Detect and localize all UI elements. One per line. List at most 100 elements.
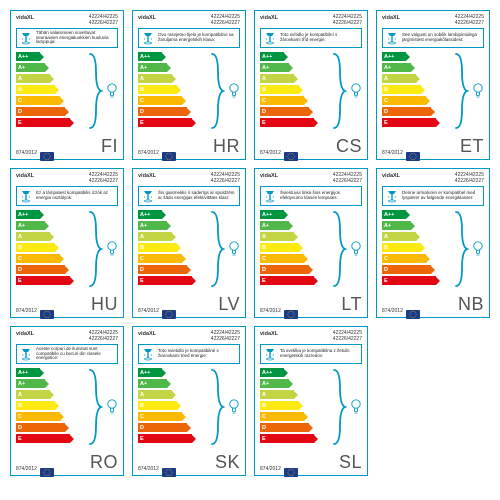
country-code: LT bbox=[341, 294, 362, 315]
rating-bar: B bbox=[260, 401, 328, 410]
rating-bar: D bbox=[138, 423, 206, 432]
rating-bar: A+ bbox=[16, 221, 84, 230]
regulation-number: 874/2012 bbox=[260, 150, 281, 156]
rating-bar: B bbox=[16, 243, 84, 252]
rating-label: D bbox=[260, 265, 309, 274]
regulation-number: 874/2012 bbox=[16, 308, 37, 314]
lamp-icon bbox=[141, 189, 155, 203]
regulation-number: 874/2012 bbox=[138, 466, 159, 472]
rating-label: C bbox=[260, 96, 304, 105]
rating-bar: E bbox=[138, 434, 206, 443]
brand: vidaXL bbox=[138, 173, 156, 179]
lamp-icon bbox=[263, 31, 277, 45]
rating-label: A bbox=[382, 74, 416, 83]
product-codes: 42224/4222542226/42227 bbox=[333, 173, 362, 184]
bulb-icon bbox=[228, 210, 240, 288]
product-codes: 42224/4222542226/42227 bbox=[211, 15, 240, 26]
rating-label: A++ bbox=[382, 210, 406, 219]
rating-label: A++ bbox=[16, 368, 40, 377]
rating-label: A++ bbox=[138, 52, 162, 61]
energy-label-card-ro: vidaXL 42224/4222542226/42227 Aceste cor… bbox=[10, 326, 124, 476]
lamp-icon bbox=[263, 347, 277, 361]
rating-label: D bbox=[16, 107, 65, 116]
product-codes: 42224/4222542226/42227 bbox=[333, 331, 362, 342]
rating-label: B bbox=[16, 85, 55, 94]
ratings-row: A++ A+ A B C D E bbox=[260, 210, 362, 288]
rating-bar: A++ bbox=[382, 210, 450, 219]
rating-label: C bbox=[382, 96, 426, 105]
lamp-icon bbox=[385, 31, 399, 45]
rating-label: A+ bbox=[260, 63, 289, 72]
energy-label-card-sl: vidaXL 42224/4222542226/42227 Ta svetilk… bbox=[254, 326, 368, 476]
rating-label: A+ bbox=[16, 63, 45, 72]
rating-bar: A++ bbox=[260, 52, 328, 61]
rating-bar: B bbox=[138, 85, 206, 94]
topbar: vidaXL 42224/4222542226/42227 bbox=[382, 15, 484, 26]
rating-bar: A+ bbox=[260, 63, 328, 72]
energy-label-card-hu: vidaXL 42224/4222542226/42227 Ez a lámpa… bbox=[10, 168, 124, 318]
rating-bar: D bbox=[16, 265, 84, 274]
rating-bar: B bbox=[138, 243, 206, 252]
rating-label: A++ bbox=[260, 368, 284, 377]
desc-box: Ez a lámpatest kompatibilis izzók az ene… bbox=[16, 186, 118, 206]
brand: vidaXL bbox=[382, 15, 400, 21]
rating-bar: C bbox=[382, 96, 450, 105]
desc-text: Tähän valaisimeen soveltuvat seuraavien … bbox=[36, 31, 115, 46]
desc-box: Aceste corpuri de iluminat sunt compatib… bbox=[16, 344, 118, 364]
rating-bar: A bbox=[16, 232, 84, 241]
brace-icon bbox=[86, 210, 104, 288]
product-codes: 42224/4222542226/42227 bbox=[89, 173, 118, 184]
rating-bar: A bbox=[260, 74, 328, 83]
rating-label: E bbox=[382, 118, 436, 127]
brand: vidaXL bbox=[382, 173, 400, 179]
rating-label: C bbox=[382, 254, 426, 263]
rating-label: D bbox=[260, 423, 309, 432]
rating-label: B bbox=[138, 401, 177, 410]
brand: vidaXL bbox=[16, 15, 34, 21]
country-code: SL bbox=[339, 452, 362, 473]
country-code: NB bbox=[458, 294, 484, 315]
rating-bar: C bbox=[16, 254, 84, 263]
rating-bars: A++ A+ A B C D E bbox=[138, 368, 206, 446]
rating-bar: C bbox=[260, 412, 328, 421]
topbar: vidaXL 42224/4222542226/42227 bbox=[138, 173, 240, 184]
rating-bar: A bbox=[260, 390, 328, 399]
rating-label: C bbox=[260, 412, 304, 421]
desc-text: Ta svetilka je kompatibilna z žetulic en… bbox=[280, 349, 359, 359]
desc-box: See valgusti on sobilik lambipirnidega j… bbox=[382, 28, 484, 48]
rating-label: A bbox=[382, 232, 416, 241]
brace-icon bbox=[86, 52, 104, 130]
desc-text: Toto svietidlo je kompatibilné s žiarovk… bbox=[158, 349, 237, 359]
rating-bar: A++ bbox=[16, 52, 84, 61]
footer: 874/2012 HU bbox=[16, 294, 118, 315]
rating-bar: C bbox=[16, 412, 84, 421]
energy-label-card-lv: vidaXL 42224/4222542226/42227 Šis gaisme… bbox=[132, 168, 246, 318]
rating-bar: D bbox=[16, 423, 84, 432]
rating-bars: A++ A+ A B C D E bbox=[260, 368, 328, 446]
rating-bar: C bbox=[138, 96, 206, 105]
rating-bar: A+ bbox=[16, 379, 84, 388]
energy-label-card-fi: vidaXL 42224/4222542226/42227 Tähän vala… bbox=[10, 10, 124, 160]
energy-label-card-et: vidaXL 42224/4222542226/42227 See valgus… bbox=[376, 10, 490, 160]
rating-label: E bbox=[382, 276, 436, 285]
energy-label-card-sk: vidaXL 42224/4222542226/42227 Toto sviet… bbox=[132, 326, 246, 476]
brand: vidaXL bbox=[16, 331, 34, 337]
footer: 874/2012 NB bbox=[382, 294, 484, 315]
footer: 874/2012 FI bbox=[16, 136, 118, 157]
country-code: LV bbox=[218, 294, 240, 315]
brace-icon bbox=[208, 210, 226, 288]
country-code: HR bbox=[213, 136, 240, 157]
rating-bar: A bbox=[138, 74, 206, 83]
rating-bars: A++ A+ A B C D E bbox=[138, 52, 206, 130]
topbar: vidaXL 42224/4222542226/42227 bbox=[16, 173, 118, 184]
rating-label: A bbox=[16, 390, 50, 399]
brace-icon bbox=[330, 368, 348, 446]
topbar: vidaXL 42224/4222542226/42227 bbox=[260, 173, 362, 184]
rating-bar: D bbox=[382, 107, 450, 116]
eu-flag-icon bbox=[162, 464, 176, 473]
product-codes: 42224/4222542226/42227 bbox=[455, 15, 484, 26]
rating-label: B bbox=[260, 401, 299, 410]
lamp-icon bbox=[19, 31, 33, 45]
rating-label: A bbox=[260, 390, 294, 399]
footer: 874/2012 CS bbox=[260, 136, 362, 157]
